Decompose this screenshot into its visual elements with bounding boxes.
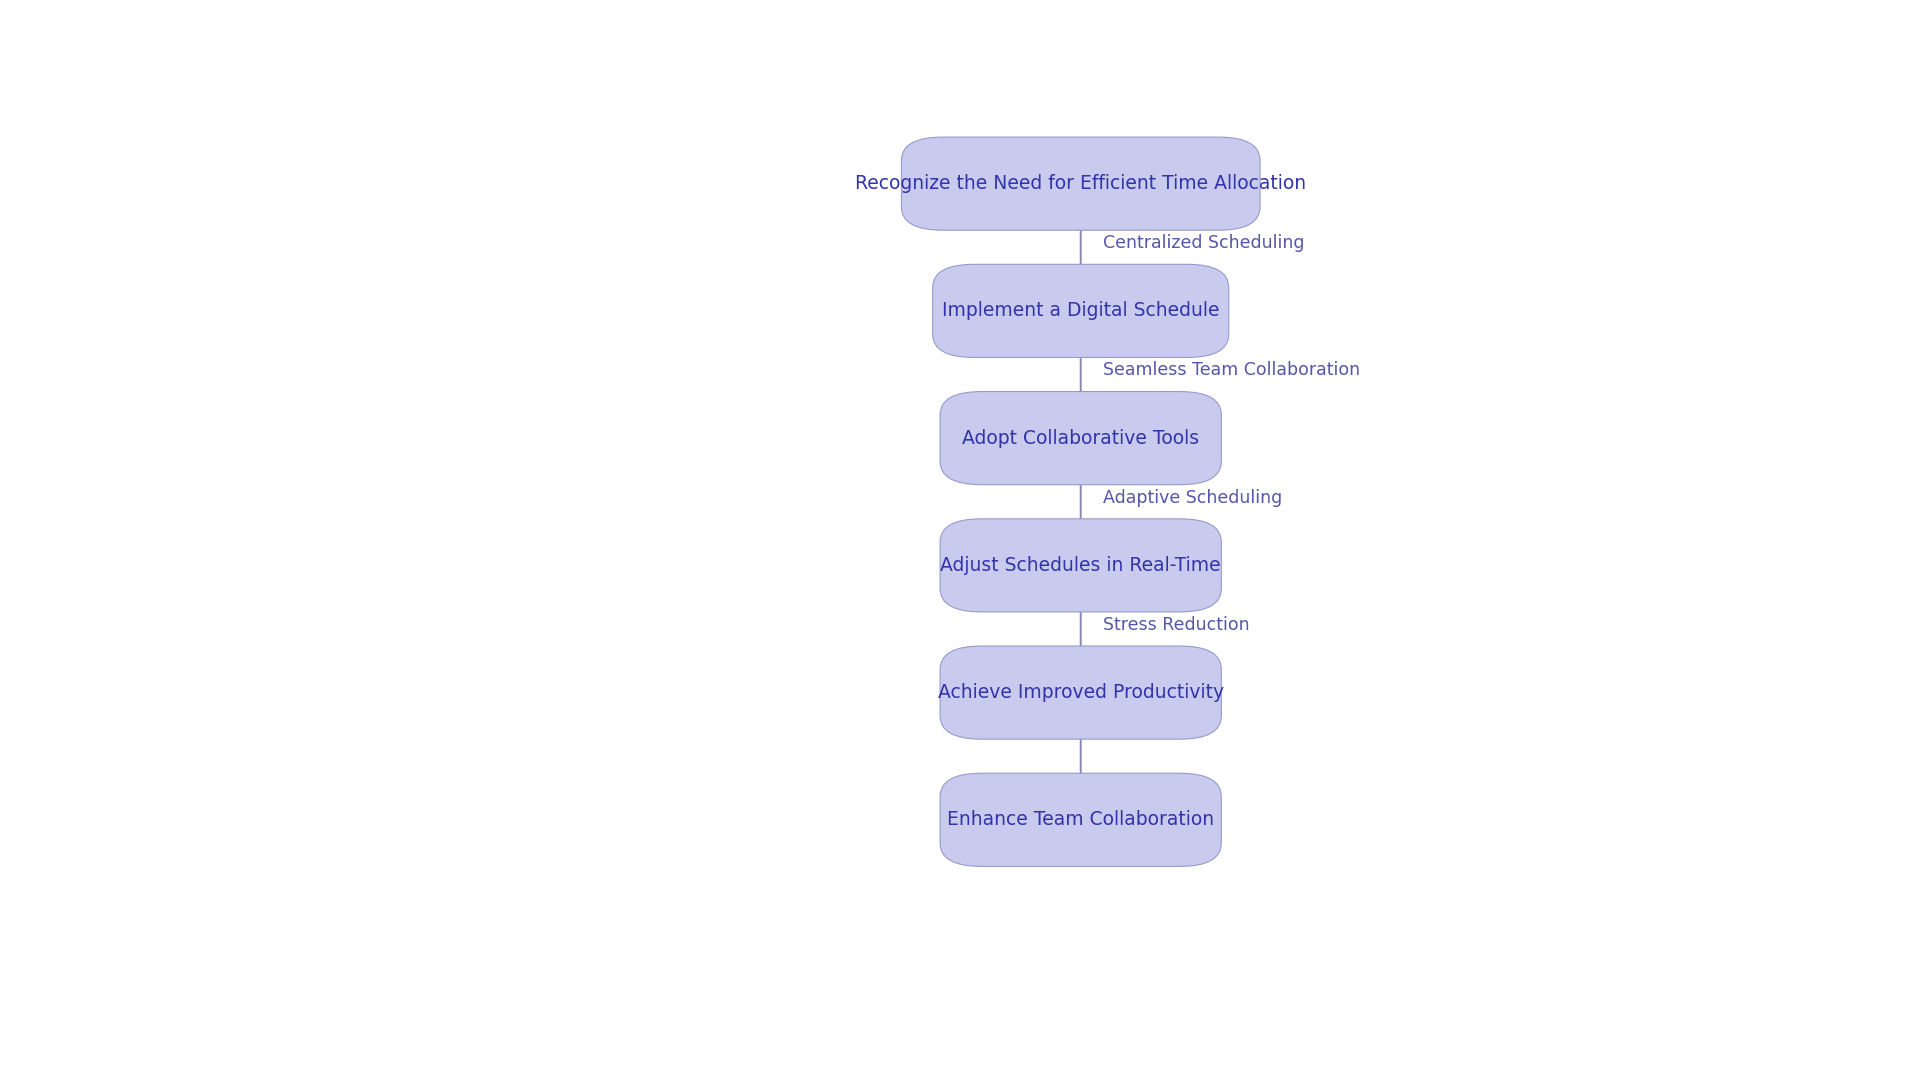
Text: Centralized Scheduling: Centralized Scheduling [1102, 234, 1304, 252]
Text: Recognize the Need for Efficient Time Allocation: Recognize the Need for Efficient Time Al… [854, 174, 1306, 193]
Text: Adaptive Scheduling: Adaptive Scheduling [1102, 488, 1283, 507]
FancyBboxPatch shape [900, 137, 1260, 230]
Text: Enhance Team Collaboration: Enhance Team Collaboration [947, 810, 1213, 829]
FancyBboxPatch shape [941, 392, 1221, 485]
FancyBboxPatch shape [941, 518, 1221, 612]
Text: Seamless Team Collaboration: Seamless Team Collaboration [1102, 362, 1359, 379]
Text: Implement a Digital Schedule: Implement a Digital Schedule [943, 301, 1219, 321]
Text: Achieve Improved Productivity: Achieve Improved Productivity [937, 683, 1223, 702]
FancyBboxPatch shape [933, 265, 1229, 357]
FancyBboxPatch shape [941, 773, 1221, 866]
FancyBboxPatch shape [941, 646, 1221, 739]
Text: Adopt Collaborative Tools: Adopt Collaborative Tools [962, 429, 1200, 447]
Text: Stress Reduction: Stress Reduction [1102, 616, 1250, 634]
Text: Adjust Schedules in Real-Time: Adjust Schedules in Real-Time [941, 556, 1221, 575]
